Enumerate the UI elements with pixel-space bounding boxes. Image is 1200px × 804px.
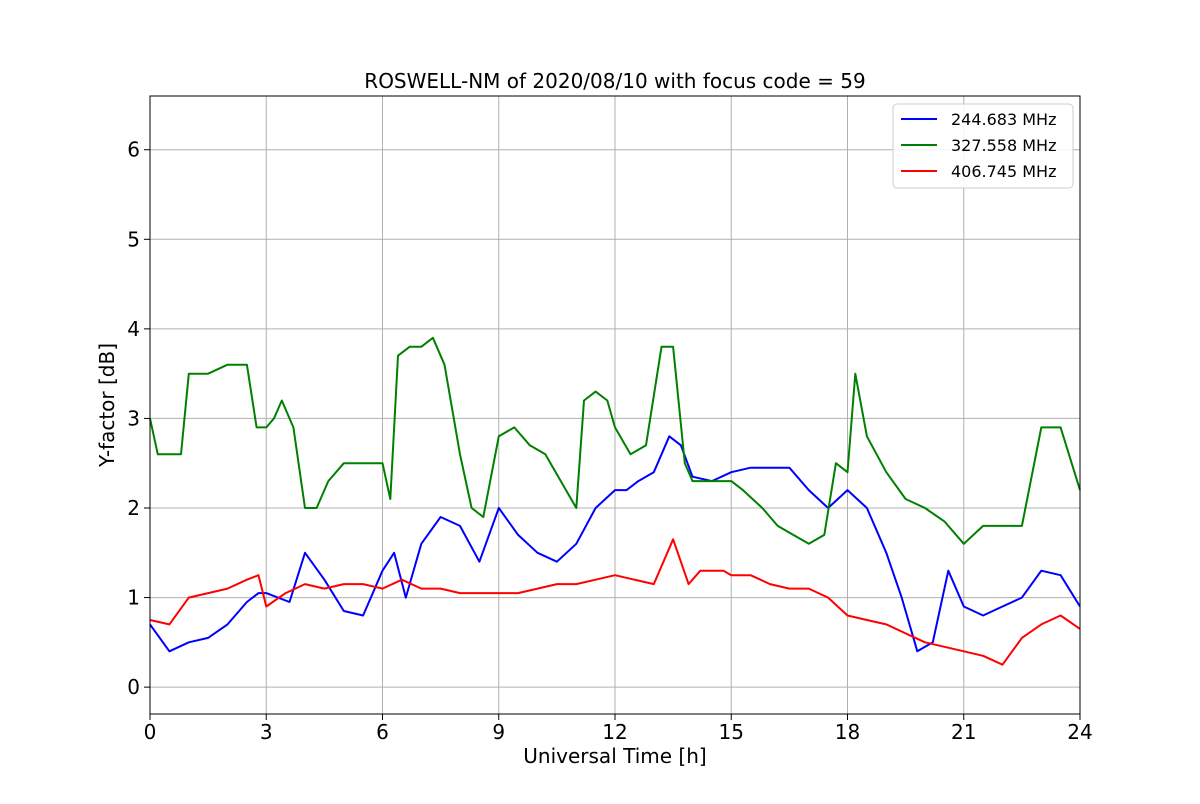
x-tick-label: 15 [719, 720, 744, 744]
series-layer [149, 336, 1081, 666]
x-tick-label: 24 [1067, 720, 1092, 744]
y-tick-label: 6 [127, 138, 140, 162]
y-tick-label: 2 [127, 496, 140, 520]
legend-label: 327.558 MHz [951, 136, 1056, 155]
legend: 244.683 MHz 327.558 MHz 406.745 MHz [892, 103, 1074, 189]
series-line-2 [149, 336, 1081, 545]
y-tick-label: 5 [127, 227, 140, 251]
x-tick-label: 12 [602, 720, 627, 744]
y-tick-label: 0 [127, 675, 140, 699]
legend-label: 244.683 MHz [951, 110, 1056, 129]
legend-label: 406.745 MHz [951, 162, 1056, 181]
x-axis-label: Universal Time [h] [523, 744, 706, 768]
x-tick-label: 21 [951, 720, 976, 744]
series-line-3 [149, 538, 1081, 666]
y-tick-label: 1 [127, 586, 140, 610]
x-tick-label: 0 [144, 720, 157, 744]
x-tick-label: 3 [260, 720, 273, 744]
y-axis-label: Y-factor [dB] [95, 343, 119, 468]
x-tick-label: 9 [492, 720, 505, 744]
legend-box [892, 103, 1074, 189]
chart-title: ROSWELL-NM of 2020/08/10 with focus code… [364, 69, 865, 93]
y-tick-label: 4 [127, 317, 140, 341]
x-tick-label: 18 [835, 720, 860, 744]
y-tick-label: 3 [127, 406, 140, 430]
series-line-1 [149, 435, 1081, 653]
x-tick-label: 6 [376, 720, 389, 744]
